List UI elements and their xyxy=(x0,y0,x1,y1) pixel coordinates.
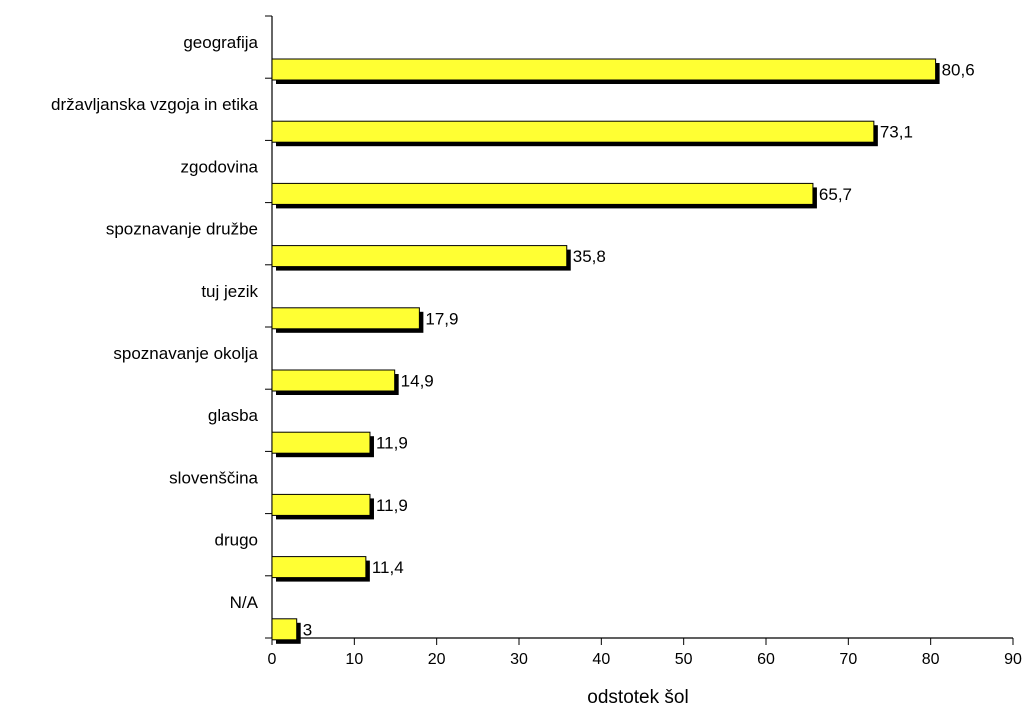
category-label: drugo xyxy=(215,531,258,550)
bars-layer xyxy=(271,58,940,644)
category-label: glasba xyxy=(208,406,259,425)
data-label: 14,9 xyxy=(401,372,434,391)
data-label: 11,9 xyxy=(376,496,408,515)
data-label: 11,4 xyxy=(372,558,404,577)
data-label: 17,9 xyxy=(425,309,458,328)
x-tick-label: 30 xyxy=(510,651,528,668)
category-label: geografija xyxy=(183,33,258,52)
category-label: spoznavanje okolja xyxy=(113,344,258,363)
x-axis-title: odstotek šol xyxy=(587,687,688,708)
data-label: 3 xyxy=(303,620,312,639)
category-label: spoznavanje družbe xyxy=(106,220,258,239)
category-label: N/A xyxy=(230,593,259,612)
bar xyxy=(271,182,814,205)
data-label: 35,8 xyxy=(573,247,606,266)
bar xyxy=(271,307,420,330)
bar xyxy=(271,58,937,81)
data-label: 73,1 xyxy=(880,123,913,142)
x-tick-label: 50 xyxy=(675,651,693,668)
bar xyxy=(271,369,396,392)
x-tick-label: 10 xyxy=(345,651,363,668)
labels-layer: geografija 80,6 državljanska vzgoja in eti… xyxy=(51,33,975,639)
x-tick-label: 20 xyxy=(428,651,446,668)
data-label: 65,7 xyxy=(819,185,852,204)
category-label: zgodovina xyxy=(180,157,258,176)
bar xyxy=(271,493,371,516)
category-label: slovenščina xyxy=(169,468,258,487)
data-label: 80,6 xyxy=(942,61,975,80)
x-tick-label: 40 xyxy=(592,651,610,668)
category-label: državljanska vzgoja in etika xyxy=(51,95,258,114)
bar xyxy=(271,556,367,579)
data-label: 11,9 xyxy=(376,434,408,453)
bar xyxy=(271,431,371,454)
bar xyxy=(271,120,875,143)
bar xyxy=(271,618,298,641)
x-tick-label: 70 xyxy=(839,651,857,668)
axes-layer: 0 10 20 30 40 50 60 70 80 90 xyxy=(265,15,1022,668)
x-tick-label: 90 xyxy=(1004,651,1022,668)
category-label: tuj jezik xyxy=(201,282,258,301)
x-tick-label: 0 xyxy=(268,651,277,668)
bar xyxy=(271,245,568,268)
x-tick-label: 80 xyxy=(922,651,940,668)
x-tick-label: 60 xyxy=(757,651,775,668)
